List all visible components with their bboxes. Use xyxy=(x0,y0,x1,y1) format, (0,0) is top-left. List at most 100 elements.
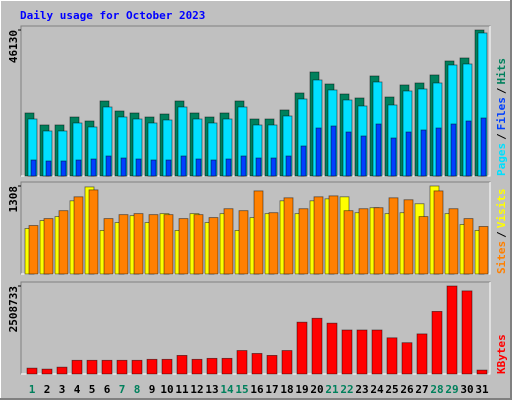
bar xyxy=(150,159,157,177)
x-tick-label: 15 xyxy=(235,383,248,396)
bar xyxy=(270,157,277,177)
bar xyxy=(101,359,113,375)
bar xyxy=(296,321,308,375)
bar xyxy=(255,157,262,177)
legend: KBytes xyxy=(495,334,508,374)
bar xyxy=(268,212,279,275)
bar xyxy=(146,358,158,375)
bar xyxy=(450,123,457,177)
bar xyxy=(356,329,368,375)
legend-separator: / xyxy=(495,133,508,140)
x-tick-label: 17 xyxy=(265,383,278,396)
bar xyxy=(266,355,278,375)
bar xyxy=(45,160,52,177)
bar xyxy=(388,197,399,275)
bar xyxy=(75,159,82,177)
bar xyxy=(180,155,187,177)
bar xyxy=(131,359,143,375)
bar xyxy=(360,135,367,177)
bar xyxy=(58,210,69,275)
bar xyxy=(240,155,247,177)
bar xyxy=(28,225,39,275)
bar xyxy=(285,155,292,177)
bar xyxy=(238,210,249,275)
x-tick-label: 12 xyxy=(190,383,203,396)
bar xyxy=(435,127,442,177)
bar xyxy=(298,208,309,275)
x-tick-label: 26 xyxy=(400,383,414,396)
bar xyxy=(208,217,219,275)
bar xyxy=(300,145,307,177)
x-tick-label: 9 xyxy=(149,383,156,396)
bar xyxy=(343,210,354,275)
bar xyxy=(206,357,218,375)
bar xyxy=(193,214,204,275)
bar xyxy=(358,208,369,275)
bar xyxy=(73,196,84,275)
bar xyxy=(236,350,248,375)
x-tick-label: 16 xyxy=(250,383,264,396)
bar xyxy=(433,190,444,275)
bar xyxy=(133,213,144,275)
x-tick-label: 3 xyxy=(59,383,66,396)
x-tick-label: 5 xyxy=(89,383,96,396)
bar xyxy=(401,342,413,375)
x-tick-label: 11 xyxy=(175,383,189,396)
x-tick-label: 20 xyxy=(310,383,323,396)
bar xyxy=(176,355,188,375)
bar xyxy=(405,131,412,177)
chart-title: Daily usage for October 2023 xyxy=(20,9,205,22)
bar xyxy=(225,158,232,177)
bar xyxy=(281,350,293,375)
bar xyxy=(71,359,83,375)
legend-entry: Hits xyxy=(495,58,508,85)
bar xyxy=(328,195,339,275)
bar xyxy=(223,208,234,275)
legend-entry: Files xyxy=(495,97,508,130)
bar xyxy=(431,311,443,375)
bar xyxy=(446,285,458,375)
x-tick-label: 6 xyxy=(104,383,111,396)
bar xyxy=(283,197,294,275)
bar xyxy=(476,369,488,375)
x-tick-label: 22 xyxy=(340,383,353,396)
x-tick-label: 2 xyxy=(44,383,51,396)
legend-entry: KBytes xyxy=(495,334,508,374)
bar xyxy=(463,218,474,275)
bar xyxy=(116,359,128,375)
x-tick-label: 28 xyxy=(430,383,443,396)
bar xyxy=(480,117,487,177)
x-tick-label: 18 xyxy=(280,383,293,396)
bar xyxy=(161,358,173,375)
x-tick-label: 13 xyxy=(205,383,218,396)
bar xyxy=(60,160,67,177)
bar xyxy=(418,216,429,275)
bar xyxy=(253,190,264,275)
legend-entry: Sites xyxy=(495,241,508,274)
bar xyxy=(26,367,38,375)
bar xyxy=(345,131,352,177)
bar xyxy=(313,196,324,275)
bar xyxy=(191,358,203,375)
legend-separator: / xyxy=(495,231,508,238)
bar xyxy=(195,158,202,177)
bar xyxy=(461,290,473,375)
y-tick-label: 46130 xyxy=(7,30,20,63)
bar xyxy=(41,368,53,375)
legend-entry: Pages xyxy=(495,143,508,176)
bar xyxy=(465,120,472,177)
bar xyxy=(165,159,172,177)
bar xyxy=(448,208,459,275)
x-tick-label: 23 xyxy=(355,383,368,396)
bar xyxy=(43,218,54,275)
bar xyxy=(210,159,217,177)
x-tick-label: 7 xyxy=(119,383,126,396)
x-tick-label: 29 xyxy=(445,383,458,396)
x-tick-label: 27 xyxy=(415,383,428,396)
bar xyxy=(120,157,127,177)
bar xyxy=(420,129,427,177)
bar xyxy=(163,214,174,275)
y-tick-label: 1308 xyxy=(7,186,20,213)
